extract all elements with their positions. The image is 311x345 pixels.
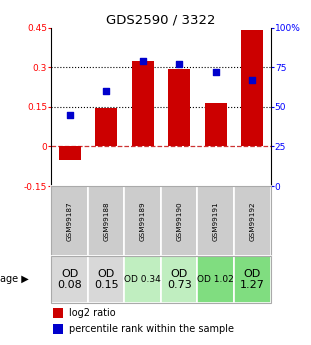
Bar bbox=[124, 256, 161, 303]
Point bbox=[104, 88, 109, 94]
Bar bbox=[197, 186, 234, 256]
Text: OD
0.73: OD 0.73 bbox=[167, 269, 192, 290]
Text: OD 1.02: OD 1.02 bbox=[197, 275, 234, 284]
Bar bbox=[51, 256, 88, 303]
Text: GSM99192: GSM99192 bbox=[249, 201, 255, 241]
Bar bbox=[234, 256, 271, 303]
Point bbox=[250, 77, 255, 83]
Bar bbox=[51, 186, 88, 256]
Text: GSM99188: GSM99188 bbox=[103, 201, 109, 241]
Text: OD 0.34: OD 0.34 bbox=[124, 275, 161, 284]
Bar bbox=[161, 186, 197, 256]
Bar bbox=[197, 256, 234, 303]
Title: GDS2590 / 3322: GDS2590 / 3322 bbox=[106, 13, 216, 27]
Point bbox=[67, 112, 72, 118]
Bar bbox=[241, 30, 263, 146]
Bar bbox=[95, 108, 117, 146]
Bar bbox=[53, 308, 63, 318]
Bar bbox=[132, 61, 154, 146]
Text: percentile rank within the sample: percentile rank within the sample bbox=[69, 324, 234, 334]
Bar bbox=[88, 256, 124, 303]
Bar bbox=[161, 256, 197, 303]
Text: GSM99187: GSM99187 bbox=[67, 201, 72, 241]
Text: OD
1.27: OD 1.27 bbox=[240, 269, 265, 290]
Text: GSM99190: GSM99190 bbox=[176, 201, 182, 241]
Bar bbox=[205, 103, 227, 146]
Bar bbox=[59, 146, 81, 160]
Bar bbox=[168, 69, 190, 146]
Point bbox=[213, 69, 218, 75]
Text: GSM99189: GSM99189 bbox=[140, 201, 146, 241]
Text: OD
0.08: OD 0.08 bbox=[57, 269, 82, 290]
Bar bbox=[124, 186, 161, 256]
Text: GSM99191: GSM99191 bbox=[213, 201, 219, 241]
Text: age ▶: age ▶ bbox=[0, 275, 29, 285]
Point bbox=[140, 58, 145, 63]
Text: log2 ratio: log2 ratio bbox=[69, 308, 115, 318]
Bar bbox=[88, 186, 124, 256]
Text: OD
0.15: OD 0.15 bbox=[94, 269, 118, 290]
Bar bbox=[234, 186, 271, 256]
Bar bbox=[53, 324, 63, 334]
Point bbox=[177, 61, 182, 67]
